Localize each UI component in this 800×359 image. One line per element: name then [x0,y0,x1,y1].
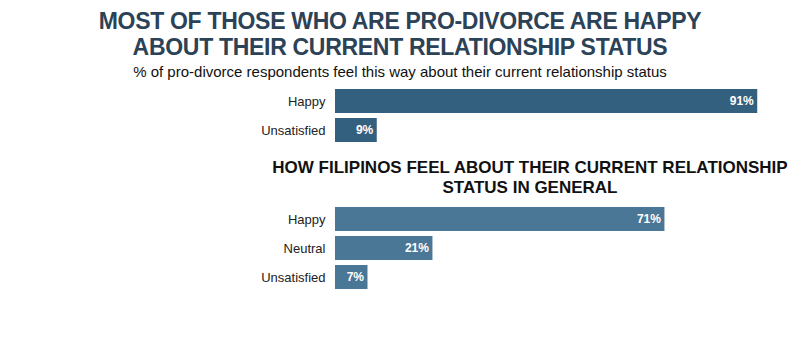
svg-text:Unsatisfied: Unsatisfied [261,270,325,285]
svg-text:7%: 7% [347,270,365,284]
html-text:HOW FILIPINOS FEEL ABOUT THEIR: HOW FILIPINOS FEEL ABOUT THEIR CURRENT R… [272,158,788,197]
svg-text:91%: 91% [730,94,754,108]
svg-text:Happy: Happy [288,212,326,227]
html-text:MOST OF THOSE WHO ARE PRO-DIVO: MOST OF THOSE WHO ARE PRO-DIVORCE ARE HA… [98,8,702,60]
svg-text:71%: 71% [637,212,661,226]
html-text:% of pro-divorce respondents f: % of pro-divorce respondents feel this w… [133,63,667,80]
svg-text:21%: 21% [405,241,429,255]
svg-text:Unsatisfied: Unsatisfied [261,123,325,138]
svg-text:Neutral: Neutral [284,241,326,256]
svg-text:Happy: Happy [288,94,326,109]
svg-text:9%: 9% [356,123,374,137]
